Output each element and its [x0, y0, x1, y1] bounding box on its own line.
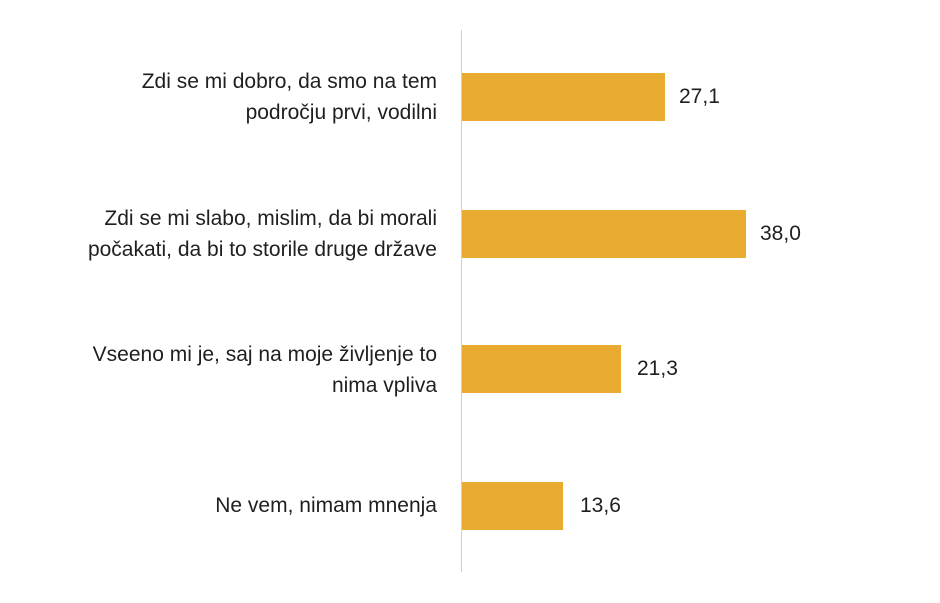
value-label: 21,3 [637, 357, 678, 380]
category-label-line: področju prvi, vodilni [245, 101, 437, 124]
category-label-line: Ne vem, nimam mnenja [215, 494, 437, 517]
category-axis-line [461, 30, 462, 572]
value-label: 27,1 [679, 85, 720, 108]
bar [462, 345, 621, 393]
value-label: 38,0 [760, 222, 801, 245]
category-label: Vseeno mi je, saj na moje življenje to n… [0, 339, 437, 401]
bar [462, 73, 665, 121]
category-label-line: Zdi se mi dobro, da smo na tem [141, 70, 437, 93]
bar [462, 482, 563, 530]
category-label: Zdi se mi slabo, mislim, da bi morali po… [0, 203, 437, 265]
category-label-line: Vseeno mi je, saj na moje življenje to [92, 343, 437, 366]
category-label: Zdi se mi dobro, da smo na tem področju … [0, 66, 437, 128]
category-label-line: počakati, da bi to storile druge države [87, 238, 437, 261]
category-label: Ne vem, nimam mnenja [0, 490, 437, 521]
bar [462, 210, 746, 258]
value-label: 13,6 [580, 494, 621, 517]
category-label-line: Zdi se mi slabo, mislim, da bi morali [104, 207, 437, 230]
category-label-line: nima vpliva [331, 374, 437, 397]
